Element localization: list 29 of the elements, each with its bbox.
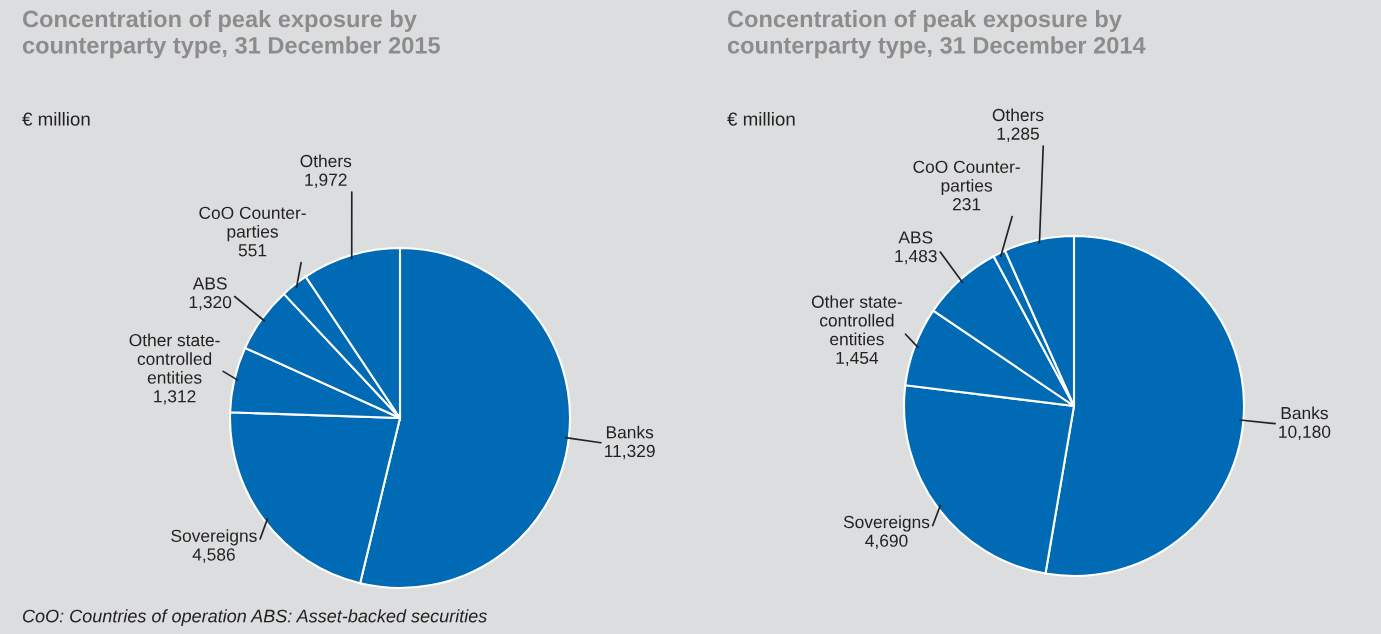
slice-label: ABS [898, 231, 933, 244]
chart-title: Concentration of peak exposure by counterparty type, 31 December 2014 [727, 10, 1146, 59]
data-label: 1,285 [997, 127, 1039, 142]
chart-title: Concentration of peak exposure by counterparty type, 31 December 2015 [22, 10, 440, 59]
slice-label: Other state- controlled entities [129, 333, 220, 384]
data-label: 11,329 [605, 444, 655, 460]
data-label: 551 [238, 244, 267, 257]
slice-label: Others [300, 154, 352, 168]
slice-label: Sovereigns [171, 529, 257, 546]
data-label: 1,972 [305, 173, 347, 188]
data-label: 1,312 [154, 390, 196, 405]
slice-label: CoO Counter- parties [913, 160, 1020, 196]
slice-label: Banks [1281, 406, 1328, 420]
slice-label: Banks [606, 425, 654, 439]
slice-label: Others [992, 108, 1044, 122]
data-label: 4,690 [865, 534, 908, 549]
data-label: 1,454 [836, 351, 879, 367]
data-label: 231 [952, 198, 981, 211]
chart-subtitle: € million [727, 112, 795, 126]
chart-subtitle: € million [22, 112, 90, 126]
data-label: 10,180 [1279, 425, 1331, 440]
data-label: 1,483 [895, 249, 937, 265]
slice-label: Other state- controlled entities [811, 295, 902, 346]
slice-label: ABS [192, 277, 227, 290]
text: CoO: Countries of operation ABS: Asset-backed securities [23, 609, 487, 626]
slice-label: CoO Counter- parties [199, 206, 306, 242]
data-label: 1,320 [189, 295, 232, 311]
data-label: 4,586 [192, 548, 235, 563]
slice-label: Sovereigns [843, 515, 930, 532]
